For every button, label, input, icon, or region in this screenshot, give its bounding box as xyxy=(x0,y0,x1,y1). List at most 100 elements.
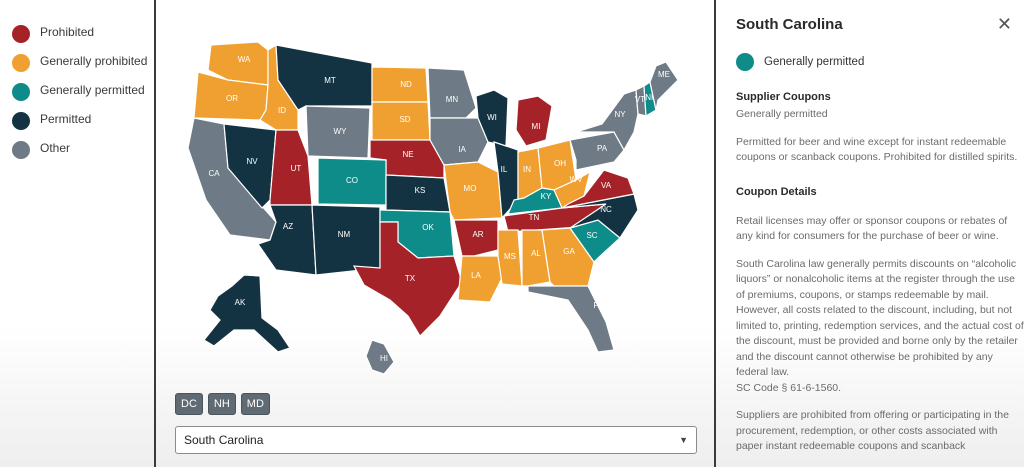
state-label-ca: CA xyxy=(208,169,220,178)
state-label-oh: OH xyxy=(554,159,566,168)
state-tx[interactable] xyxy=(352,221,463,337)
supplier-coupons-value: Generally permitted xyxy=(736,108,828,120)
us-map: WA OR ID MT ND SD WY NE CA NV UT CO KS AZ NM OK TX MN IA MO… xyxy=(187,41,679,375)
state-label-ny: NY xyxy=(614,110,626,119)
state-select-value: South Carolina xyxy=(184,433,264,447)
state-wy[interactable] xyxy=(305,105,371,159)
close-icon[interactable]: ✕ xyxy=(996,14,1012,34)
state-label-in: IN xyxy=(523,165,531,174)
state-label-id: ID xyxy=(278,106,286,115)
state-label-mt: MT xyxy=(324,76,336,85)
state-label-fl: FL xyxy=(593,301,603,310)
state-wv[interactable] xyxy=(553,170,591,209)
state-al[interactable] xyxy=(521,229,551,287)
legend-item-permitted: Permitted xyxy=(12,111,154,130)
legend-swatch xyxy=(12,25,30,43)
state-label-ak: AK xyxy=(235,298,246,307)
state-me[interactable] xyxy=(649,61,679,111)
state-label-co: CO xyxy=(346,176,358,185)
state-nc[interactable] xyxy=(561,193,639,239)
state-select[interactable]: South Carolina ▼ xyxy=(175,426,697,454)
state-label-me: ME xyxy=(658,70,670,79)
state-label-vt: VT xyxy=(635,95,645,104)
state-label-wi: WI xyxy=(487,113,497,122)
state-label-ia: IA xyxy=(458,145,466,154)
state-label-nd: ND xyxy=(400,80,412,89)
state-label-ky: KY xyxy=(541,192,552,201)
state-la[interactable] xyxy=(457,255,503,303)
state-label-mn: MN xyxy=(446,95,459,104)
map-area: WA OR ID MT ND SD WY NE CA NV UT CO KS AZ NM OK TX MN IA MO… xyxy=(158,0,714,467)
state-mi[interactable] xyxy=(515,95,553,147)
state-label-il: IL xyxy=(501,165,508,174)
coupon-details-heading: Coupon Details xyxy=(736,185,817,198)
state-mn[interactable] xyxy=(427,67,477,119)
chip-md[interactable]: MD xyxy=(240,393,270,415)
state-label-tn: TN xyxy=(529,213,540,222)
state-fl[interactable] xyxy=(527,285,615,353)
legend-item-prohibited: Prohibited xyxy=(12,24,154,43)
state-label-ne: NE xyxy=(402,150,413,159)
state-label-nc: NC xyxy=(600,205,612,214)
state-ak[interactable] xyxy=(203,274,291,353)
state-label-sc: SC xyxy=(586,231,597,240)
chip-nh[interactable]: NH xyxy=(207,393,236,415)
state-nv[interactable] xyxy=(223,123,277,209)
state-label-hi: HI xyxy=(380,354,388,363)
legend-label: Other xyxy=(40,141,71,155)
chip-dc[interactable]: DC xyxy=(175,393,203,415)
state-label-nv: NV xyxy=(246,157,258,166)
state-label-ks: KS xyxy=(415,186,426,195)
legend-label: Generally prohibited xyxy=(40,54,148,68)
panel-title: South Carolina xyxy=(736,16,843,33)
coupon-details-p3: Suppliers are prohibited from offering o… xyxy=(736,409,1009,452)
legend-swatch xyxy=(12,141,30,159)
status-dot xyxy=(736,53,754,71)
state-label-wy: WY xyxy=(334,127,348,136)
state-label-ar: AR xyxy=(472,230,483,239)
state-ar[interactable] xyxy=(453,219,499,257)
state-detail-panel: South Carolina ✕ Generally permitted Sup… xyxy=(714,0,1024,467)
chevron-down-icon: ▼ xyxy=(679,435,688,445)
legend-item-generally-prohibited: Generally prohibited xyxy=(12,53,154,72)
legend-item-generally-permitted: Generally permitted xyxy=(12,82,154,101)
state-label-or: OR xyxy=(226,94,238,103)
state-label-nm: NM xyxy=(338,230,351,239)
legend-swatch xyxy=(12,54,30,72)
legend-swatch xyxy=(12,112,30,130)
state-label-va: VA xyxy=(601,181,612,190)
state-label-mi: MI xyxy=(532,122,541,131)
state-hi[interactable] xyxy=(365,339,395,375)
state-label-ga: GA xyxy=(563,247,575,256)
legend-swatch xyxy=(12,83,30,101)
state-label-sd: SD xyxy=(399,115,410,124)
legend-label: Prohibited xyxy=(40,25,95,39)
coupon-details-code: SC Code § 61-6-1560. xyxy=(736,381,842,394)
state-label-ok: OK xyxy=(422,223,434,232)
state-label-nh: NH xyxy=(645,93,657,102)
state-nm[interactable] xyxy=(311,204,381,276)
small-state-chips: DC NH MD xyxy=(175,393,270,415)
state-label-mo: MO xyxy=(464,184,477,193)
state-label-ms: MS xyxy=(504,252,516,261)
coupon-details-p1: Retail licenses may offer or sponsor cou… xyxy=(736,214,1008,243)
state-ms[interactable] xyxy=(497,229,523,287)
supplier-coupons-note: Permitted for beer and wine except for i… xyxy=(736,135,1018,164)
supplier-coupons-heading: Supplier Coupons xyxy=(736,91,831,103)
state-label-wv: WV xyxy=(570,175,584,184)
state-label-wa: WA xyxy=(238,55,251,64)
legend-item-other: Other xyxy=(12,140,154,159)
coupon-details-p2: South Carolina law generally permits dis… xyxy=(736,257,1024,379)
legend-label: Generally permitted xyxy=(40,83,145,97)
state-label-pa: PA xyxy=(597,144,608,153)
status-row: Generally permitted xyxy=(736,53,1024,71)
status-label: Generally permitted xyxy=(764,56,865,68)
state-label-al: AL xyxy=(531,249,541,258)
legend-label: Permitted xyxy=(40,112,92,126)
state-label-tx: TX xyxy=(405,274,416,283)
state-label-la: LA xyxy=(471,271,481,280)
state-label-ut: UT xyxy=(291,164,302,173)
state-label-az: AZ xyxy=(283,222,293,231)
legend: Prohibited Generally prohibited Generall… xyxy=(0,0,156,467)
